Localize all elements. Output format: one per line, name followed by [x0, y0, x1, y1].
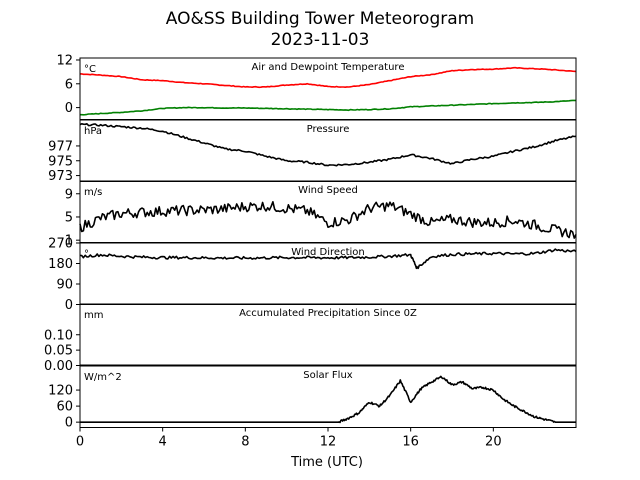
pressure-y-tick-label: 977 — [48, 139, 73, 154]
solar-flux-unit-label: W/m^2 — [84, 372, 122, 383]
air-and-dewpoint-temperature-y-tick-label: 0 — [65, 101, 73, 116]
wind-direction-y-tick-label: 180 — [48, 257, 73, 272]
solar-flux-series-line — [80, 375, 576, 424]
figure-subtitle: 2023-11-03 — [271, 30, 370, 50]
wind-speed-title: Wind Speed — [298, 185, 358, 196]
accumulated-precipitation-since-0z-title: Accumulated Precipitation Since 0Z — [239, 308, 417, 319]
pressure-y-tick-label: 975 — [48, 154, 73, 169]
air-and-dewpoint-temperature-title: Air and Dewpoint Temperature — [252, 62, 405, 73]
x-tick-label: 4 — [159, 435, 167, 450]
x-axis: 0 4 8 12 16 20 — [76, 427, 502, 450]
air-and-dewpoint-temperature-series-line — [80, 66, 577, 89]
wind-speed-y-tick-label: 1 — [65, 234, 73, 249]
accumulated-precipitation-since-0z-unit-label: mm — [84, 310, 103, 321]
wind-speed-unit-label: m/s — [84, 187, 102, 198]
air-and-dewpoint-temperature-series-line — [80, 99, 577, 116]
pressure-series-line — [79, 123, 577, 167]
solar-flux-title: Solar Flux — [303, 370, 353, 381]
x-tick-label: 20 — [485, 435, 502, 450]
accumulated-precipitation-since-0z-y-tick-label: 0.10 — [44, 328, 73, 343]
solar-flux-y-tick-label: 120 — [48, 384, 73, 399]
x-tick-label: 8 — [241, 435, 249, 450]
x-axis-label: Time (UTC) — [290, 455, 363, 470]
wind-direction-series-line — [79, 248, 577, 270]
wind-direction-y-tick-label: 0 — [65, 298, 73, 313]
pressure-y-tick-label: 973 — [48, 169, 73, 184]
wind-direction-unit-label: ° — [84, 249, 89, 260]
panel-accumulated-precipitation-since-0z: 0.100.050.00 Accumulated Precipitation Si… — [44, 303, 577, 374]
air-and-dewpoint-temperature-unit-label: °C — [84, 64, 96, 75]
x-tick-label: 12 — [320, 435, 337, 450]
wind-speed-y-tick-label: 5 — [65, 210, 73, 225]
air-and-dewpoint-temperature-y-tick-label: 12 — [56, 53, 73, 68]
accumulated-precipitation-since-0z-y-tick-label: 0.00 — [44, 359, 73, 374]
solar-flux-y-tick-label: 0 — [65, 416, 73, 431]
panel-wind-speed: 9 5 1 Wind Speed m/s — [65, 180, 577, 249]
wind-speed-y-tick-label: 9 — [65, 187, 73, 202]
wind-direction-title: Wind Direction — [291, 247, 365, 258]
panel-wind-direction: 270 180 90 0 Wind Direction ° — [48, 237, 577, 313]
x-tick-label: 16 — [402, 435, 419, 450]
accumulated-precipitation-since-0z-y-tick-label: 0.05 — [44, 344, 73, 359]
air-and-dewpoint-temperature-y-tick-label: 6 — [65, 77, 73, 92]
figure-title: AO&SS Building Tower Meteorogram — [166, 9, 474, 29]
panel-air-and-dewpoint-temperature: 12 6 0 Air and Dewpoint Temperature °C — [56, 53, 577, 120]
solar-flux-y-tick-label: 60 — [56, 400, 73, 415]
pressure-unit-label: hPa — [84, 126, 102, 137]
wind-direction-y-tick-label: 90 — [56, 278, 73, 293]
x-tick-label: 0 — [76, 435, 84, 450]
pressure-title: Pressure — [307, 124, 350, 135]
wind-direction-y-tick-label: 270 — [48, 237, 73, 252]
wind-speed-series-line — [79, 201, 577, 239]
